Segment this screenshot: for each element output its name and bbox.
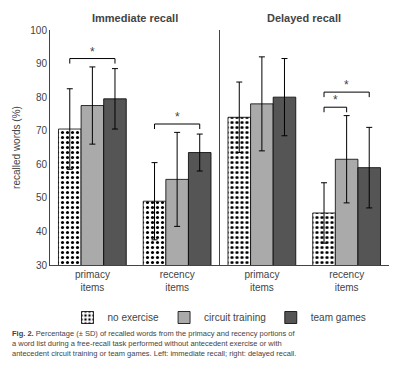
svg-text:team games: team games <box>311 312 366 323</box>
svg-text:*: * <box>90 45 95 59</box>
svg-text:90: 90 <box>36 58 48 69</box>
svg-text:80: 80 <box>36 92 48 103</box>
svg-text:40: 40 <box>36 226 48 237</box>
svg-text:30: 30 <box>36 260 48 271</box>
svg-text:*: * <box>175 110 180 124</box>
svg-text:*: * <box>333 93 338 107</box>
svg-text:60: 60 <box>36 159 48 170</box>
svg-text:recalled words (%): recalled words (%) <box>11 106 22 189</box>
svg-text:recencyitems: recencyitems <box>160 269 195 293</box>
svg-text:*: * <box>344 78 349 92</box>
svg-text:100: 100 <box>30 25 47 36</box>
svg-text:primacyitems: primacyitems <box>75 269 110 293</box>
svg-text:recencyitems: recencyitems <box>329 269 364 293</box>
svg-text:50: 50 <box>36 192 48 203</box>
svg-text:Delayed recall: Delayed recall <box>267 12 341 24</box>
svg-text:Immediate recall: Immediate recall <box>92 12 178 24</box>
svg-text:Fig. 2. Percentage (± SD) of r: Fig. 2. Percentage (± SD) of recalled wo… <box>12 329 296 358</box>
svg-text:circuit training: circuit training <box>204 312 266 323</box>
svg-text:70: 70 <box>36 125 48 136</box>
svg-text:no exercise: no exercise <box>108 312 160 323</box>
svg-text:primacyitems: primacyitems <box>244 269 279 293</box>
